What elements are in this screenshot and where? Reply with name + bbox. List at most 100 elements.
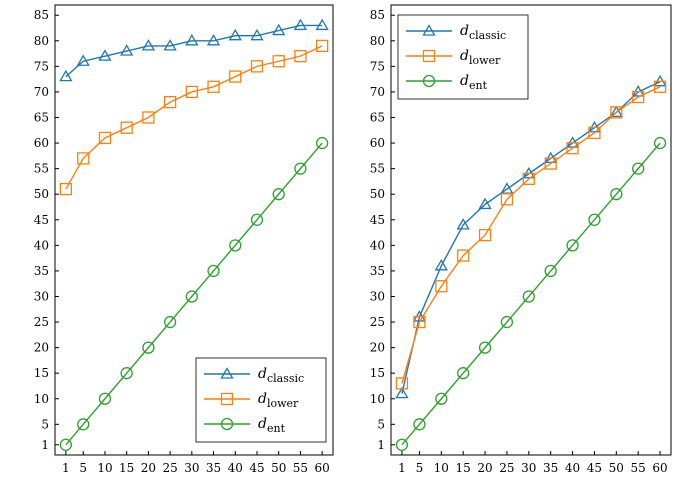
data-point-classic	[395, 386, 409, 399]
legend-label-lower: dlower	[460, 48, 501, 67]
y-tick-label: 70	[370, 85, 385, 99]
x-tick-label: 45	[249, 461, 264, 475]
legend-label-classic: dclassic	[460, 23, 506, 42]
series-ent	[395, 136, 667, 451]
legend-swatch-marker	[220, 417, 234, 431]
y-tick-label: 40	[370, 238, 385, 252]
y-tick-label: 1	[41, 438, 49, 452]
data-point-ent	[207, 264, 220, 278]
x-tick-label: 50	[609, 461, 624, 475]
data-point-classic	[59, 69, 73, 82]
x-tick-label: 35	[543, 461, 558, 475]
y-tick-label: 15	[34, 366, 49, 380]
legend-label-ent: dent	[258, 416, 286, 435]
data-point-lower	[59, 182, 73, 196]
y-tick-label: 40	[34, 238, 49, 252]
series-line-ent	[65, 142, 323, 446]
y-tick-label: 85	[370, 8, 385, 22]
y-tick-label: 10	[34, 392, 49, 406]
y-tick-label: 35	[34, 264, 49, 278]
plot-frame	[54, 4, 334, 456]
data-point-classic	[228, 28, 242, 41]
data-point-ent	[457, 367, 470, 380]
data-point-ent	[632, 162, 645, 175]
data-point-classic	[500, 182, 514, 194]
data-point-lower	[610, 106, 623, 119]
data-point-ent	[395, 438, 409, 451]
y-tick-label: 50	[34, 187, 49, 201]
x-tick-label: 40	[565, 461, 580, 475]
y-tick-label: 45	[370, 213, 385, 227]
legend-label-lower: dlower	[258, 391, 299, 410]
y-tick-label: 60	[34, 136, 49, 150]
data-point-ent	[435, 392, 448, 405]
legend-box	[397, 14, 529, 100]
data-point-classic	[185, 33, 199, 46]
data-point-lower	[435, 280, 448, 293]
data-point-lower	[588, 126, 601, 139]
x-tick-label: 60	[315, 461, 330, 475]
x-tick-label: 35	[206, 461, 221, 475]
data-point-lower	[544, 157, 557, 170]
data-point-ent	[229, 239, 242, 252]
data-point-ent	[77, 418, 90, 431]
x-tick-label: 25	[499, 461, 514, 475]
data-point-lower	[272, 55, 285, 68]
x-tick-label: 5	[79, 461, 87, 475]
legend-swatch-marker	[220, 392, 234, 406]
legend-swatch-marker	[422, 49, 436, 63]
data-point-lower	[395, 377, 409, 390]
legend-box	[195, 357, 327, 443]
data-point-ent	[413, 418, 426, 431]
y-tick-label: 5	[41, 417, 49, 431]
data-point-lower	[229, 70, 242, 83]
data-point-classic	[250, 28, 264, 41]
data-point-lower	[478, 228, 492, 242]
x-tick-label: 10	[434, 461, 449, 475]
data-point-lower	[653, 80, 667, 93]
y-tick-label: 10	[370, 392, 385, 406]
x-tick-label: 55	[293, 461, 308, 475]
data-point-lower	[294, 49, 307, 63]
x-tick-label: 1	[62, 461, 70, 475]
data-point-classic	[434, 258, 448, 271]
legend-label-ent: dent	[460, 73, 488, 92]
series-line-classic	[401, 81, 661, 394]
series-line-ent	[401, 142, 661, 446]
x-tick-label: 30	[184, 461, 199, 475]
data-point-classic	[456, 218, 470, 230]
x-tick-label: 60	[652, 461, 667, 475]
y-tick-label: 65	[370, 111, 385, 125]
data-point-classic	[76, 54, 90, 66]
data-point-lower	[207, 80, 220, 93]
data-point-ent	[522, 290, 535, 303]
y-tick-label: 75	[370, 59, 385, 73]
y-tick-label: 45	[34, 213, 49, 227]
y-tick-label: 20	[370, 341, 385, 355]
y-tick-label: 50	[370, 187, 385, 201]
series-line-lower	[65, 45, 323, 190]
data-point-lower	[120, 121, 133, 134]
y-tick-label: 85	[34, 8, 49, 22]
data-point-lower	[163, 96, 177, 109]
data-point-ent	[315, 136, 329, 150]
x-tick-label: 25	[162, 461, 177, 475]
data-point-lower	[566, 142, 579, 155]
data-point-ent	[653, 136, 667, 150]
data-point-ent	[250, 213, 264, 226]
x-tick-label: 5	[416, 461, 424, 475]
y-tick-label: 60	[370, 136, 385, 150]
data-point-ent	[610, 188, 623, 201]
data-point-classic	[478, 197, 492, 210]
x-tick-label: 30	[521, 461, 536, 475]
data-point-classic	[206, 33, 221, 46]
data-point-ent	[566, 239, 579, 252]
y-tick-label: 80	[370, 34, 385, 48]
data-point-ent	[120, 367, 133, 380]
data-point-ent	[294, 162, 307, 175]
x-tick-label: 55	[631, 461, 646, 475]
data-point-lower	[500, 193, 514, 206]
x-tick-label: 20	[141, 461, 156, 475]
